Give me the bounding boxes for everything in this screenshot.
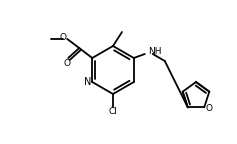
Text: O: O <box>206 104 213 113</box>
Text: NH: NH <box>148 48 161 56</box>
Text: O: O <box>60 33 67 41</box>
Text: O: O <box>64 58 71 68</box>
Text: Cl: Cl <box>109 107 118 115</box>
Text: N: N <box>83 77 91 87</box>
